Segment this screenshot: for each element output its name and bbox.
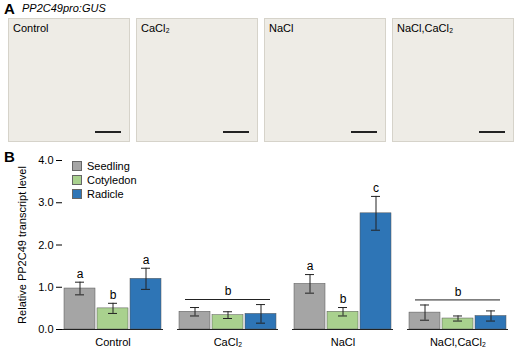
- html-text:Radicle: Radicle: [87, 188, 124, 200]
- svg-text:b: b: [340, 292, 347, 306]
- svg-text:Control: Control: [95, 336, 130, 348]
- svg-text:0.0: 0.0: [38, 323, 53, 335]
- svg-text:CaCl₂: CaCl₂: [214, 336, 243, 348]
- svg-text:c: c: [373, 181, 379, 195]
- html-text:NaCl,CaCl₂: NaCl,CaCl₂: [397, 22, 454, 34]
- svg-text:a: a: [307, 259, 314, 273]
- html-text:NaCl: NaCl: [269, 22, 294, 34]
- svg-text:3.0: 3.0: [38, 196, 53, 208]
- svg-text:NaCl,CaCl₂: NaCl,CaCl₂: [430, 336, 486, 348]
- html-text:B: B: [4, 148, 15, 165]
- html-text:Cotyledon: Cotyledon: [87, 174, 137, 186]
- svg-text:a: a: [143, 253, 150, 267]
- html-text:Control: Control: [13, 22, 49, 34]
- html-text:A: A: [4, 0, 15, 17]
- html-text:Seedling: Seedling: [87, 160, 130, 172]
- svg-text:b: b: [455, 285, 462, 299]
- html-text:PP2C49pro:GUS: PP2C49pro:GUS: [22, 2, 106, 14]
- svg-text:1.0: 1.0: [38, 281, 53, 293]
- svg-text:Relative PP2C49 transcript lev: Relative PP2C49 transcript level: [16, 166, 28, 324]
- svg-text:2.0: 2.0: [38, 239, 53, 251]
- svg-text:NaCl: NaCl: [331, 336, 355, 348]
- svg-text:a: a: [77, 267, 84, 281]
- svg-text:4.0: 4.0: [38, 154, 53, 166]
- html-text:CaCl₂: CaCl₂: [141, 22, 170, 34]
- svg-text:b: b: [110, 288, 117, 302]
- svg-text:b: b: [225, 284, 232, 298]
